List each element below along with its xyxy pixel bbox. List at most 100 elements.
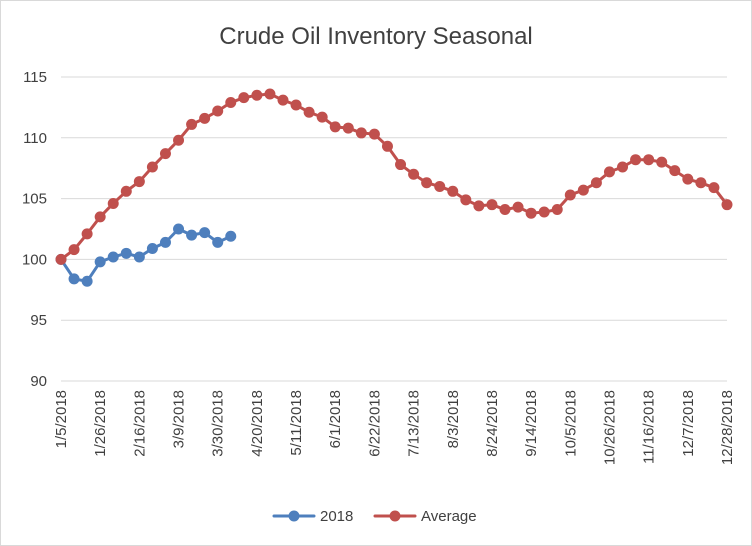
data-point-average — [81, 228, 93, 240]
data-point-average — [603, 166, 615, 178]
y-tick-label: 95 — [30, 312, 47, 329]
data-point-average — [146, 161, 158, 173]
data-point-2018 — [159, 236, 171, 248]
x-tick-label: 4/20/2018 — [249, 390, 266, 457]
data-point-average — [486, 199, 498, 211]
data-point-average — [512, 201, 524, 213]
x-axis-ticks: 1/5/2018 1/26/2018 2/16/2018 3/9/2018 3/30/2… — [53, 390, 736, 465]
x-tick-label: 10/26/2018 — [601, 390, 618, 465]
x-tick-label: 11/16/2018 — [641, 390, 658, 464]
chart-title: Crude Oil Inventory Seasonal — [219, 23, 533, 50]
data-point-average — [395, 159, 407, 171]
data-point-average — [721, 199, 733, 211]
data-point-average — [329, 121, 341, 133]
data-point-2018 — [146, 242, 158, 254]
data-point-average — [499, 204, 511, 216]
legend-swatch-marker — [389, 510, 401, 522]
data-point-average — [682, 173, 694, 185]
x-tick-label: 1/26/2018 — [92, 390, 109, 457]
y-tick-label: 90 — [30, 373, 47, 390]
x-tick-label: 7/13/2018 — [406, 390, 423, 457]
data-point-average — [342, 122, 354, 134]
x-tick-label: 10/5/2018 — [562, 390, 579, 457]
data-point-average — [408, 168, 420, 180]
data-point-average — [656, 156, 668, 168]
data-point-average — [55, 253, 67, 265]
y-tick-label: 115 — [23, 69, 47, 86]
y-axis-ticks: 90 95 100 105 110 115 — [22, 69, 47, 390]
data-point-2018 — [186, 229, 198, 241]
data-point-average — [264, 88, 276, 100]
data-point-average — [473, 200, 485, 212]
x-tick-label: 12/28/2018 — [719, 390, 736, 465]
data-point-average — [381, 140, 393, 152]
data-point-average — [290, 99, 302, 111]
data-point-average — [107, 197, 119, 209]
data-point-average — [421, 177, 433, 189]
x-tick-label: 5/11/2018 — [288, 390, 305, 456]
x-tick-label: 6/1/2018 — [327, 390, 344, 448]
data-point-average — [303, 106, 315, 118]
y-tick-label: 110 — [23, 130, 47, 147]
data-point-average — [159, 148, 171, 160]
data-point-average — [186, 118, 198, 130]
data-point-average — [669, 165, 681, 177]
legend-label: Average — [421, 508, 477, 525]
legend-item-average: Average — [373, 508, 477, 525]
series-average — [55, 88, 733, 265]
data-point-average — [68, 244, 80, 256]
x-tick-label: 1/5/2018 — [53, 390, 70, 448]
x-tick-label: 8/24/2018 — [484, 390, 501, 457]
x-tick-label: 12/7/2018 — [680, 390, 697, 457]
x-tick-label: 9/14/2018 — [523, 390, 540, 457]
data-point-average — [173, 134, 185, 146]
data-point-average — [434, 180, 446, 192]
data-point-average — [538, 206, 550, 218]
data-point-average — [551, 204, 563, 216]
data-point-average — [355, 127, 367, 139]
legend-label: 2018 — [320, 508, 353, 525]
x-tick-label: 8/3/2018 — [445, 390, 462, 448]
data-point-average — [368, 128, 380, 140]
y-tick-label: 105 — [22, 191, 47, 208]
data-point-average — [590, 177, 602, 189]
data-point-average — [630, 154, 642, 166]
data-point-2018 — [225, 230, 237, 242]
data-point-average — [695, 177, 707, 189]
data-point-average — [277, 94, 289, 106]
data-point-average — [225, 97, 237, 109]
legend: 2018 Average — [272, 508, 477, 525]
data-point-average — [525, 207, 537, 219]
data-point-2018 — [81, 275, 93, 287]
data-point-2018 — [173, 223, 185, 235]
data-point-2018 — [68, 273, 80, 285]
x-tick-label: 3/30/2018 — [210, 390, 227, 457]
data-point-average — [212, 105, 224, 117]
data-point-average — [577, 184, 589, 196]
data-point-average — [94, 211, 106, 223]
series-line-average — [59, 92, 729, 261]
data-point-2018 — [133, 251, 145, 263]
gridlines — [61, 76, 727, 382]
y-tick-label: 100 — [22, 251, 47, 268]
data-point-average — [133, 176, 145, 188]
series-lines — [55, 88, 733, 287]
data-point-2018 — [212, 236, 224, 248]
data-point-average — [120, 185, 132, 197]
data-point-average — [617, 161, 629, 173]
data-point-2018 — [199, 227, 211, 239]
data-point-average — [460, 194, 472, 206]
legend-swatch-marker — [288, 510, 300, 522]
x-tick-label: 6/22/2018 — [366, 390, 383, 457]
data-point-average — [708, 182, 720, 194]
data-point-average — [643, 154, 655, 166]
data-point-2018 — [107, 251, 119, 263]
data-point-average — [238, 92, 250, 104]
data-point-average — [199, 112, 211, 124]
x-tick-label: 2/16/2018 — [131, 390, 148, 457]
x-tick-label: 3/9/2018 — [171, 390, 188, 448]
data-point-average — [251, 89, 263, 101]
data-point-average — [447, 185, 459, 197]
